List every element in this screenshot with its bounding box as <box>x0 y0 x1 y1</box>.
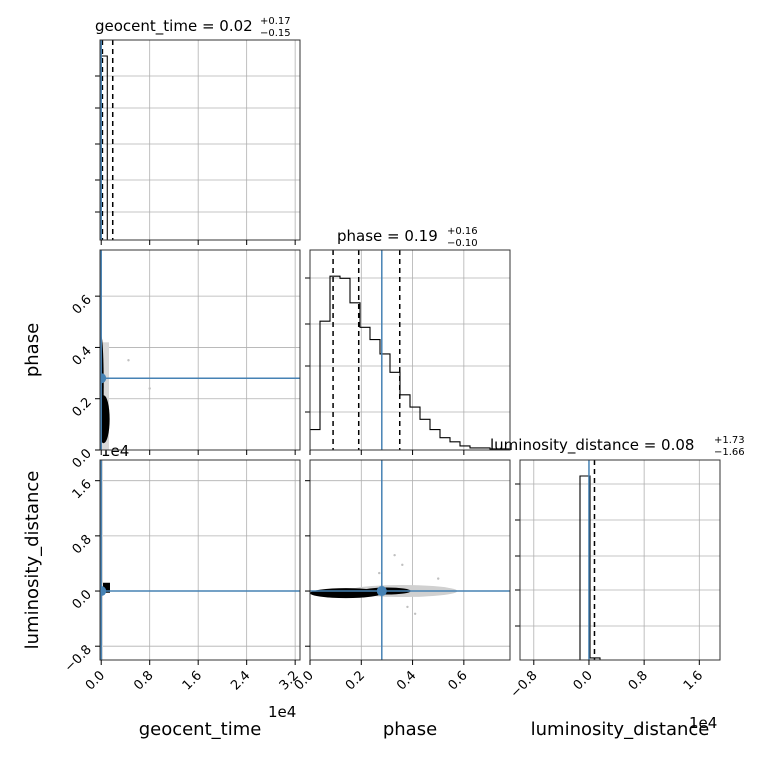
title-lum-text: luminosity_distance = 0.08 <box>490 436 694 455</box>
p21-outlier <box>401 563 404 567</box>
p21-xtick-label: 0.6 <box>445 668 470 693</box>
p10-ytick-label: 0.2 <box>70 395 95 420</box>
p10-frame <box>99 249 301 451</box>
p22-frame <box>519 459 721 661</box>
p10-truth-point <box>100 373 107 384</box>
title-geocent: geocent_time = 0.02 <box>95 17 253 36</box>
p20-xtick-label: 0.0 <box>83 668 108 693</box>
title-lum-sup: +1.73 <box>714 435 745 446</box>
p20-frame <box>99 459 301 661</box>
p10-density <box>100 335 151 450</box>
p20-xtick-label: 2.4 <box>228 668 253 693</box>
p10-outlier <box>148 387 151 390</box>
title-phase-sup: +0.16 <box>447 226 478 237</box>
p21-truth-point <box>376 586 387 597</box>
xlabel-geocent: geocent_time <box>139 719 262 740</box>
ylabel-phase: phase <box>22 323 43 377</box>
title-phase: phase = 0.19 <box>337 227 438 245</box>
p10-ytick-label: 0.0 <box>70 446 95 471</box>
title-lum: luminosity_distance = 0.08 <box>490 436 694 455</box>
p22-xtick-label: −0.8 <box>508 668 541 701</box>
p22-histogram <box>520 475 720 660</box>
p10-ytick-label: 0.4 <box>70 344 95 369</box>
p21-xtick-label: 0.4 <box>394 668 419 693</box>
p22-xtick-label: 1.6 <box>681 668 706 693</box>
p20-ytick-label: 0.0 <box>70 587 95 612</box>
offset-geocent-x: 1e4 <box>268 703 296 721</box>
p20-contour <box>100 582 110 593</box>
p10-ytick-label: 0.6 <box>70 292 95 317</box>
p20-ytick-label: 1.6 <box>70 477 95 502</box>
ylabel-lum: luminosity_distance <box>22 471 43 650</box>
xlabel-phase: phase <box>383 719 437 740</box>
title-geocent-sup: +0.17 <box>260 16 291 27</box>
p21-outlier <box>378 571 381 575</box>
g00-histogram <box>100 55 108 240</box>
panels: −0.8 0.0 0.8 1.60.00.20.40.60.0 0.8 1.6 2.4 3.2… <box>62 39 721 701</box>
p20-ytick-label: 0.8 <box>70 532 95 557</box>
title-geocent-sub: −0.15 <box>260 28 291 39</box>
p11-frame <box>309 249 511 451</box>
p11-histogram <box>310 275 510 450</box>
p21-frame <box>309 459 511 661</box>
offset-lum-x: 1e4 <box>689 714 717 732</box>
title-lum-sub: −1.66 <box>714 447 745 458</box>
p21-outlier <box>413 612 417 615</box>
p20-ytick-label: −0.8 <box>62 642 95 675</box>
p10-contour <box>100 395 110 444</box>
p21-outlier <box>437 577 440 580</box>
p22-xtick-label: 0.8 <box>626 668 651 693</box>
p21-outlier <box>393 553 396 557</box>
p10-outlier <box>127 359 130 362</box>
title-phase-text: phase = 0.19 <box>337 227 438 245</box>
p20-xtick-label: 0.8 <box>131 668 156 693</box>
p22-xtick-label: 0.0 <box>571 668 596 693</box>
g00-frame <box>99 39 301 241</box>
xlabel-lum: luminosity_distance <box>531 719 710 740</box>
p21-xtick-label: 0.0 <box>292 668 317 693</box>
p20-truth-point <box>100 586 107 597</box>
p21-xtick-label: 0.2 <box>343 668 368 693</box>
p21-outlier <box>406 605 409 609</box>
title-geocent-text: geocent_time = 0.02 <box>95 17 253 36</box>
title-phase-sub: −0.10 <box>447 238 478 249</box>
p20-xtick-label: 1.6 <box>180 668 205 693</box>
p21-density <box>310 553 458 615</box>
